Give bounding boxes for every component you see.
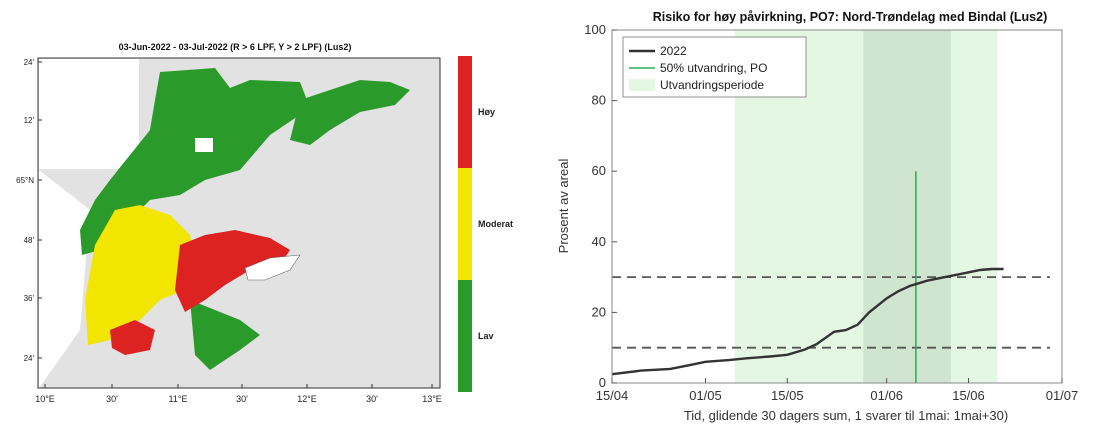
risk-zone-hoy-south: [110, 320, 155, 355]
map-sea-south: [39, 170, 90, 388]
map-y-tick-label: 36': [24, 294, 35, 303]
colorbar-segment: [458, 168, 472, 280]
colorbar-label: Lav: [478, 331, 494, 341]
y-axis-label: Prosent av areal: [556, 159, 571, 254]
line-panel: Risiko for høy påvirkning, PO7: Nord-Trø…: [540, 0, 1118, 430]
map-land-patch: [195, 138, 213, 152]
map-y-ticks: 24' 12' 65°N 48' 36' 24': [16, 58, 42, 363]
x-tick-label: 01/06: [870, 388, 903, 403]
colorbar-segment: [458, 280, 472, 392]
line-chart: Risiko for høy påvirkning, PO7: Nord-Trø…: [556, 10, 1079, 423]
colorbar-label: Moderat: [478, 219, 513, 229]
risk-zone-moderat: [85, 205, 195, 345]
legend-label: Utvandringsperiode: [660, 78, 764, 92]
map-fjord-water: [244, 254, 301, 281]
map-y-tick-label: 48': [24, 236, 35, 245]
y-tick-label: 80: [592, 93, 606, 108]
map-x-tick-label: 11°E: [169, 394, 188, 404]
x-axis-label: Tid, glidende 30 dagers sum, 1 svarer ti…: [684, 408, 1008, 423]
map-x-tick-label: 10°E: [35, 394, 55, 404]
legend-label: 50% utvandring, PO: [660, 61, 767, 75]
legend-swatch: [629, 79, 655, 91]
risk-zone-hoy: [175, 230, 290, 312]
map-y-tick-label: 12': [24, 116, 35, 125]
x-tick-label: 15/04: [596, 388, 629, 403]
chart-title: Risiko for høy påvirkning, PO7: Nord-Trø…: [653, 10, 1048, 24]
map-x-tick-label: 12°E: [297, 394, 317, 404]
map-x-ticks: 10°E 30' 11°E 30' 12°E 30' 13°E: [35, 384, 442, 404]
map-y-tick-label: 65°N: [16, 176, 34, 185]
map-x-tick-label: 30': [106, 394, 118, 404]
risk-zone-lav-fjord: [290, 80, 410, 145]
y-tick-label: 40: [592, 234, 606, 249]
x-tick-label: 01/05: [689, 388, 722, 403]
y-tick-label: 60: [592, 163, 606, 178]
x-ticks: 15/04 01/05 15/05 01/06 15/06 01/07: [596, 378, 1079, 403]
map-title: 03-Jun-2022 - 03-Jul-2022 (R > 6 LPF, Y …: [119, 42, 352, 52]
x-tick-label: 15/05: [771, 388, 804, 403]
y-tick-label: 20: [592, 304, 606, 319]
colorbar-segment: [458, 56, 472, 168]
y-tick-label: 0: [599, 375, 606, 390]
legend-label: 2022: [660, 44, 687, 58]
map-x-tick-label: 30': [366, 394, 378, 404]
shaded-region: [863, 30, 951, 383]
risk-zone-lav-south: [190, 300, 260, 370]
map-x-tick-label: 13°E: [422, 394, 442, 404]
map-x-tick-label: 30': [236, 394, 248, 404]
colorbar: Høy Moderat Lav: [458, 56, 513, 392]
x-tick-label: 01/07: [1046, 388, 1079, 403]
map-sea: [39, 59, 139, 169]
legend: 2022 50% utvandring, PO Utvandringsperiode: [622, 36, 807, 98]
series-line-2022: [611, 267, 1004, 376]
map-y-tick-label: 24': [24, 354, 35, 363]
y-ticks: 0 20 40 60 80 100: [584, 22, 617, 390]
map-y-tick-label: 24': [24, 58, 35, 67]
x-tick-label: 15/06: [952, 388, 985, 403]
risk-map: 03-Jun-2022 - 03-Jul-2022 (R > 6 LPF, Y …: [16, 42, 513, 404]
plot-frame: [611, 29, 1063, 384]
map-panel: 03-Jun-2022 - 03-Jul-2022 (R > 6 LPF, Y …: [0, 0, 540, 430]
colorbar-label: Høy: [478, 107, 495, 117]
reference-lines: [612, 276, 1050, 349]
y-tick-label: 100: [584, 22, 606, 37]
